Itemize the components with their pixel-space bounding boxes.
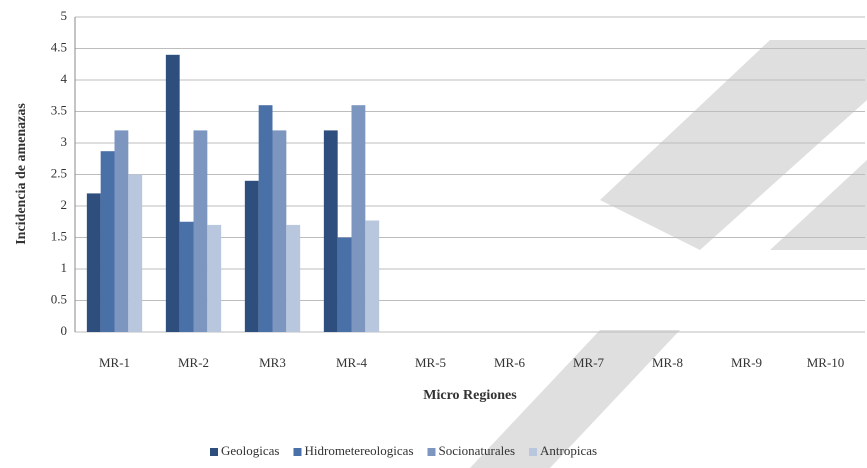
x-tick-label: MR-2 [178,355,209,370]
watermark-shape [600,40,867,250]
watermark [470,40,867,468]
bar [128,174,143,332]
legend-label: Hidrometereologicas [304,443,413,458]
y-tick-label: 1 [61,260,68,275]
x-axis-label: Micro Regiones [423,388,517,403]
x-tick-label: MR-5 [415,355,446,370]
bar [365,220,380,332]
x-tick-label: MR-1 [99,355,130,370]
bar [272,130,287,332]
bar [258,105,273,332]
y-tick-label: 0 [61,323,68,338]
bar [323,130,338,332]
y-tick-label: 4 [61,71,68,86]
x-tick-label: MR-7 [573,355,605,370]
bar [244,180,259,332]
bar [100,151,115,332]
legend-swatch [427,448,436,456]
x-tick-label: MR-4 [336,355,368,370]
legend-label: Geologicas [221,443,279,458]
x-tick-label: MR-9 [731,355,762,370]
y-tick-label: 4.5 [51,39,67,54]
x-tick-label: MR-8 [652,355,683,370]
bar [193,130,208,332]
x-tick-label: MR-10 [807,355,845,370]
bar [286,224,301,332]
watermark-shape [770,160,867,250]
y-axis-label: Incidencia de amenazas [14,103,29,245]
bar [207,224,222,332]
y-tick-label: 1.5 [51,228,67,243]
x-tick-label: MR3 [259,355,286,370]
y-tick-label: 3 [61,134,68,149]
y-tick-label: 2.5 [51,165,67,180]
bar [351,105,366,332]
y-tick-label: 5 [61,8,68,23]
bar [114,130,129,332]
legend-swatch [529,448,538,456]
y-tick-label: 0.5 [51,291,67,306]
bar [86,193,101,332]
bar [337,237,352,332]
legend: Geologicas Hidrometereologicas Socionatura… [210,443,597,458]
bar [165,54,180,333]
legend-label: Antropicas [540,443,597,458]
y-tick-label: 3.5 [51,102,67,117]
bar [179,221,194,332]
watermark-shape [470,330,680,468]
legend-swatch [210,448,218,456]
legend-label: Socionaturales [439,443,516,458]
legend-swatch [293,448,302,456]
x-tick-label: MR-6 [494,355,526,370]
y-tick-label: 2 [61,197,68,212]
